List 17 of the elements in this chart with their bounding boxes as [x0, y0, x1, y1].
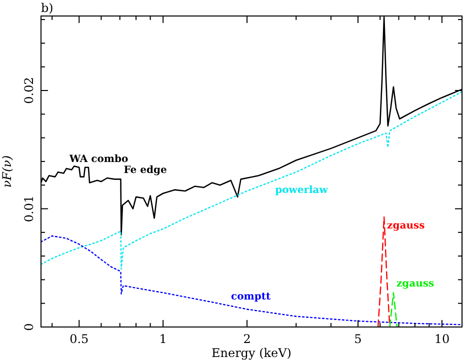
y-axis-title: νF(ν): [0, 155, 14, 188]
y-tick-label: 0.01: [22, 195, 36, 222]
x-tick-label: 1: [159, 332, 167, 346]
x-axis-title: Energy (keV): [211, 346, 292, 360]
annotation: zgauss: [387, 220, 426, 232]
y-tick-label: 0: [22, 323, 36, 331]
annotation: powerlaw: [275, 185, 328, 196]
y-tick-label: 0.02: [22, 77, 36, 104]
annotation: zgauss: [396, 278, 434, 290]
chart-title: b): [41, 1, 54, 15]
annotation: WA combo: [68, 154, 129, 166]
annotation: Fe edge: [124, 164, 167, 176]
x-tick-label: 10: [434, 332, 450, 346]
x-tick-label: 5: [354, 332, 362, 346]
x-tick-label: 2: [243, 332, 251, 346]
annotation: comptt: [231, 291, 271, 302]
x-tick-label: 0.5: [70, 332, 89, 346]
